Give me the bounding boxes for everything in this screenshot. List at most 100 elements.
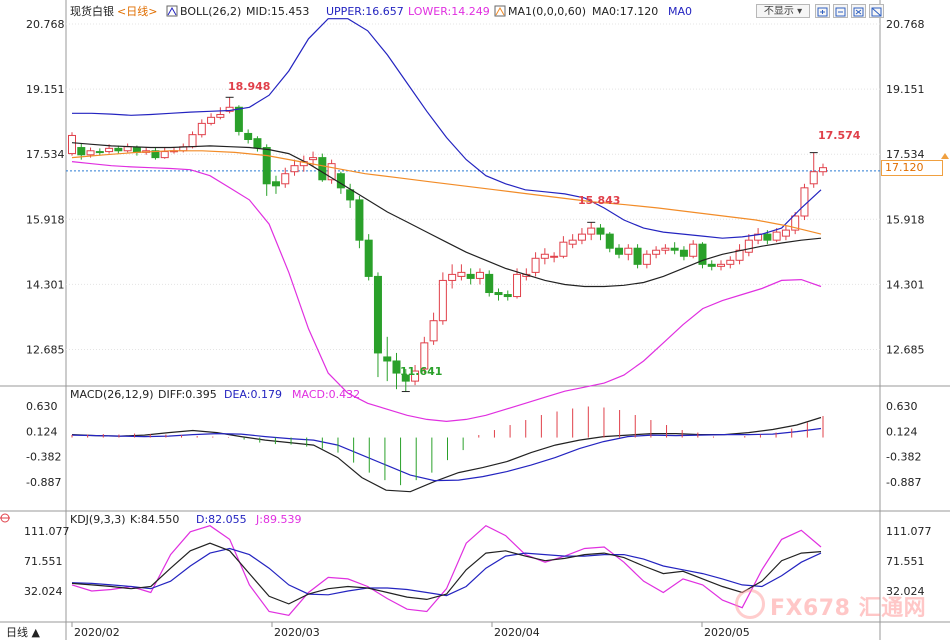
macd-axis-label-left: 0.630 (26, 400, 58, 413)
period-label[interactable]: <日线> (117, 4, 157, 18)
macd-diff-value: DIFF:0.395 (158, 388, 217, 401)
candle-body (281, 173, 290, 185)
axis-labels: 20.768 20.768 19.151 19.151 17.534 17.534 15.9… (0, 18, 932, 639)
annotation-low-mar: 11.641 (400, 365, 442, 378)
candle-body (95, 151, 104, 154)
candle-body (68, 134, 76, 155)
boll-mid-line (71, 142, 822, 288)
macd-axis-label-left: -0.382 (26, 451, 61, 464)
price-axis-label-right: 17.534 (886, 148, 925, 161)
arrow-up-icon (941, 153, 949, 159)
candle-body (234, 106, 243, 132)
candle-body (401, 374, 410, 382)
ma0-value: MA0:17.120 (592, 5, 658, 18)
kdj-axis-label-right: 32.024 (886, 585, 925, 598)
price-axis-label-left: 20.768 (26, 18, 65, 31)
candle-body (568, 239, 577, 245)
candle-body (77, 147, 86, 156)
kdj-label: KDJ(9,3,3) (70, 513, 126, 526)
candle-body (605, 233, 614, 249)
price-axis-label-right: 15.918 (886, 213, 925, 226)
candle-body (466, 273, 475, 279)
date-axis-label: 2020/05 (704, 626, 750, 639)
macd-axis-label-right: 0.630 (886, 400, 918, 413)
candle-body (244, 132, 253, 140)
boll-upper-value: UPPER:16.657 (326, 5, 404, 18)
kdj-axis-label-right: 111.077 (886, 525, 932, 538)
ma-icon-glyph (495, 6, 505, 16)
zoom-out-icon[interactable] (851, 4, 866, 18)
candle-body (503, 294, 512, 298)
fullscreen-icon[interactable] (869, 4, 884, 18)
logo-icon (735, 589, 765, 619)
candle-body (800, 187, 809, 217)
price-axis-label-left: 15.918 (26, 213, 65, 226)
candle-body (392, 360, 401, 374)
candle-body (188, 134, 197, 148)
price-axis-label-left: 19.151 (26, 83, 65, 96)
candle-body (624, 247, 633, 255)
date-axis-label: 2020/03 (274, 626, 320, 639)
ma0-label-2: MA0 (668, 5, 692, 18)
boll-mid-value: MID:15.453 (246, 5, 309, 18)
candle-body (336, 173, 345, 189)
candle-body (457, 271, 466, 277)
candle-body (559, 241, 568, 257)
kdj-axis-label-right: 71.551 (886, 555, 925, 568)
boll-toggle-icon[interactable] (166, 5, 178, 17)
candle-body (494, 292, 503, 296)
ma-label: MA1(0,0,0,60) (508, 5, 586, 18)
candle-body (809, 171, 818, 185)
candle-body (253, 138, 262, 149)
boll-icon-glyph (167, 6, 177, 16)
candle-body (132, 147, 141, 153)
candle-body (105, 147, 114, 153)
ma0-line (71, 150, 822, 235)
candle-body (114, 147, 123, 152)
kdj-k-value: K:84.550 (130, 513, 179, 526)
candle-body (791, 215, 800, 231)
candle-body (707, 263, 716, 267)
kdj-j-line (71, 524, 822, 616)
kdj-d-line (71, 547, 822, 597)
zoom-in-icon[interactable] (833, 4, 848, 18)
candle-body (485, 273, 494, 294)
kdj-axis-label-left: 111.077 (24, 525, 70, 538)
candle-body (661, 247, 670, 251)
boll-upper-line (72, 18, 822, 239)
date-axis-label: 2020/02 (74, 626, 120, 639)
candle-body (420, 342, 429, 370)
macd-axis-label-right: -0.382 (886, 451, 921, 464)
candle-body (781, 229, 790, 237)
candle-body (438, 279, 447, 322)
macd-macd-value: MACD:0.432 (292, 388, 360, 401)
candle-body (383, 356, 392, 362)
candle-body (772, 231, 781, 241)
macd-histogram (71, 406, 824, 486)
candle-body (86, 150, 95, 156)
watermark: FX678 汇通网 (770, 596, 927, 621)
candle-body (290, 165, 299, 173)
candle-body (550, 255, 559, 258)
candle-body (615, 247, 624, 255)
candle-body (262, 147, 271, 185)
price-axis-label-right: 14.301 (886, 278, 925, 291)
ma-toggle-icon[interactable] (494, 5, 506, 17)
candle-body (531, 257, 540, 273)
candle-body (429, 320, 438, 342)
candle-body (448, 273, 457, 281)
price-axis-label-right: 19.151 (886, 83, 925, 96)
macd-axis-label-left: 0.124 (26, 425, 58, 438)
period-selector[interactable]: 日线 ▲ (6, 625, 40, 639)
candle-body (540, 253, 549, 259)
candle-body (123, 146, 132, 152)
candle-body (475, 271, 484, 279)
candle-body (373, 275, 382, 354)
candle-body (642, 253, 651, 265)
display-select[interactable]: 不显示 ▾ (756, 4, 810, 18)
expand-icon[interactable] (815, 4, 830, 18)
price-axis-label-left: 17.534 (26, 148, 65, 161)
indicator-lines (71, 18, 822, 616)
